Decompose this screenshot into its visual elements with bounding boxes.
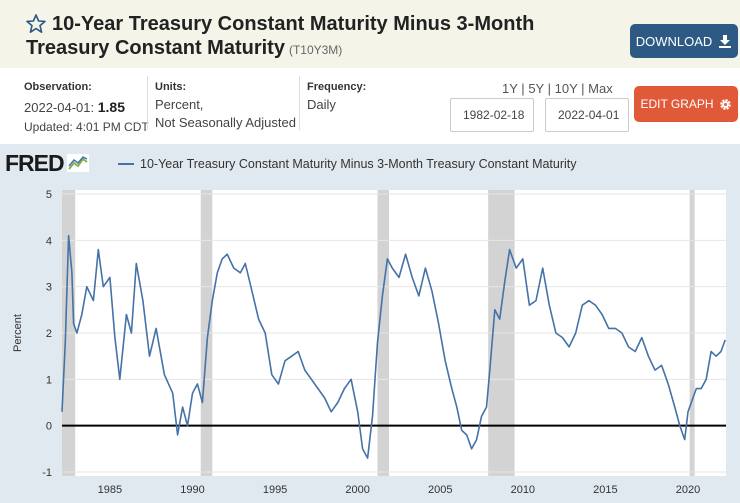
- end-date-input[interactable]: 2022-04-01: [545, 98, 629, 132]
- download-label: DOWNLOAD: [635, 33, 713, 49]
- chart-legend: 10-Year Treasury Constant Maturity Minus…: [118, 157, 577, 171]
- x-tick-label: 2005: [428, 484, 452, 496]
- series-id: (T10Y3M): [288, 43, 343, 57]
- y-axis-label: Percent: [12, 314, 24, 352]
- y-tick-label: 1: [46, 374, 52, 386]
- observation-date: 2022-04-01:: [24, 100, 95, 115]
- x-tick-label: 1995: [263, 484, 287, 496]
- download-icon: [719, 35, 732, 48]
- range-10y[interactable]: 10Y: [554, 81, 578, 96]
- x-tick-label: 2010: [511, 484, 535, 496]
- units-label: Units:: [155, 81, 187, 93]
- x-tick-label: 1985: [98, 484, 122, 496]
- fred-chart-icon: [66, 154, 89, 172]
- observation-label: Observation:: [24, 81, 92, 93]
- y-tick-label: 5: [46, 189, 52, 201]
- gear-icon: [719, 98, 731, 110]
- y-tick-label: 2: [46, 328, 52, 340]
- fred-logo: FRED: [5, 150, 89, 177]
- legend-label: 10-Year Treasury Constant Maturity Minus…: [140, 157, 577, 171]
- frequency-label: Frequency:: [307, 81, 367, 93]
- edit-graph-label: EDIT GRAPH: [640, 97, 714, 111]
- observation-value: 1.85: [97, 99, 125, 115]
- page-title-line2: Treasury Constant Maturity (T10Y3M): [26, 37, 343, 59]
- units-value-2: Not Seasonally Adjusted: [155, 115, 296, 130]
- units-value-1: Percent,: [155, 97, 204, 112]
- frequency-value: Daily: [307, 97, 336, 112]
- x-tick-label: 2015: [593, 484, 617, 496]
- x-tick-label: 2000: [345, 484, 369, 496]
- range-1y[interactable]: 1Y: [502, 81, 518, 96]
- legend-swatch: [118, 163, 134, 165]
- edit-graph-button[interactable]: EDIT GRAPH: [634, 86, 738, 122]
- page-title-line1: 10-Year Treasury Constant Maturity Minus…: [52, 13, 535, 35]
- download-button[interactable]: DOWNLOAD: [630, 24, 738, 58]
- y-tick-label: 4: [46, 235, 52, 247]
- units-block: Units: Percent, Not Seasonally Adjusted: [155, 78, 296, 132]
- x-tick-label: 1990: [180, 484, 204, 496]
- meta-divider-2: [299, 76, 300, 130]
- y-tick-label: -1: [42, 467, 52, 479]
- range-selector: 1Y | 5Y | 10Y | Max: [502, 81, 613, 96]
- y-tick-label: 3: [46, 282, 52, 294]
- observation-block: Observation: 2022-04-01: 1.85 Updated: 4…: [24, 78, 149, 136]
- frequency-block: Frequency: Daily: [307, 78, 366, 114]
- x-tick-label: 2020: [676, 484, 700, 496]
- y-tick-label: 0: [46, 421, 52, 433]
- updated-text: Updated: 4:01 PM CDT: [24, 120, 149, 134]
- start-date-input[interactable]: 1982-02-18: [450, 98, 534, 132]
- star-icon[interactable]: [26, 14, 46, 34]
- series-line: [61, 234, 726, 459]
- meta-divider-1: [147, 76, 148, 130]
- title-bar: [0, 0, 740, 68]
- range-5y[interactable]: 5Y: [528, 81, 544, 96]
- range-max[interactable]: Max: [588, 81, 613, 96]
